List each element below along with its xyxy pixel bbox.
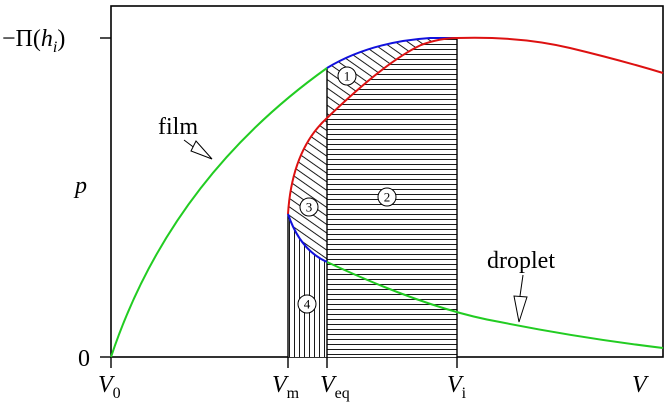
region-4-hatch (288, 214, 327, 357)
svg-text:1: 1 (344, 69, 351, 84)
pi-label: −Π(hi) (2, 26, 65, 56)
film-curve (110, 67, 328, 358)
veq-label: Veq (320, 372, 350, 402)
right-red-branch (456, 36, 664, 74)
vi-label: Vi (447, 372, 467, 402)
svg-text:4: 4 (304, 297, 311, 312)
region-3-hatch (288, 118, 327, 262)
svg-text:3: 3 (306, 200, 313, 215)
v0-label: V0 (98, 372, 121, 402)
region-3-label: 3 (299, 197, 319, 217)
unstable-red-branch (287, 37, 458, 215)
film-arrow (183, 139, 213, 160)
upper-blue-branch (326, 37, 457, 69)
droplet-arrow (513, 274, 528, 323)
v-axis-label: V (632, 372, 649, 398)
region-4-label: 4 (297, 294, 317, 314)
droplet-curve (326, 261, 664, 349)
film-label: film (158, 114, 198, 140)
region-2-label: 2 (377, 187, 397, 207)
vm-label: Vm (272, 372, 300, 402)
lower-blue-branch (287, 213, 328, 263)
region-1-hatch (327, 38, 457, 118)
p-axis-label: p (73, 173, 87, 199)
zero-label: 0 (78, 346, 90, 372)
svg-text:2: 2 (384, 190, 391, 205)
region-1-label: 1 (337, 66, 357, 86)
droplet-label: droplet (487, 248, 555, 274)
